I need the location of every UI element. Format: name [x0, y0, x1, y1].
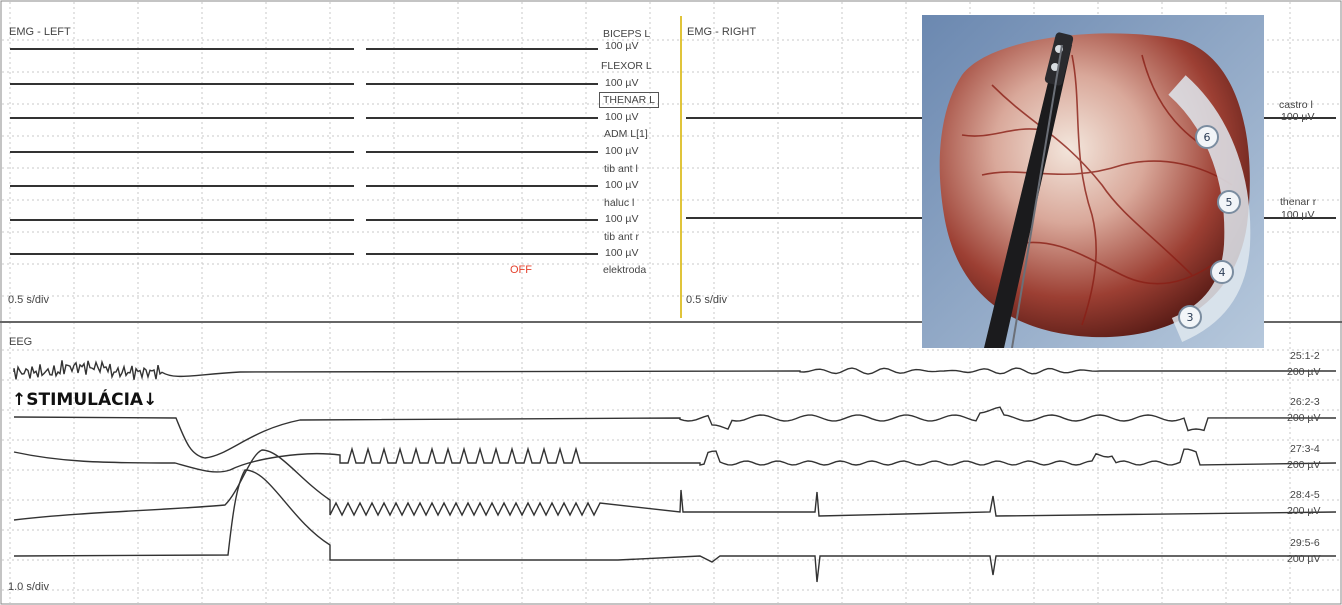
electrode-contact-label-5: 5: [1226, 196, 1233, 209]
emg-left-timebase: 0.5 s/div: [8, 294, 49, 306]
channel-gain-thenar-r: 100 µV: [1281, 209, 1315, 221]
eeg-channel-label-28[interactable]: 28:4-5: [1290, 489, 1320, 501]
electrode-contact-4: [1210, 260, 1234, 284]
stimulation-probe: [984, 32, 1074, 348]
channel-label-tib-ant-l[interactable]: tib ant l: [604, 163, 638, 175]
electrode-strip: 6 5 4 3: [1168, 75, 1251, 342]
electrode-label: elektroda: [603, 264, 647, 276]
electrode-contact-6: [1195, 125, 1219, 149]
eeg-trace-28: [13, 449, 1337, 521]
electrode-contact-label-4: 4: [1219, 266, 1226, 279]
emg-right-timebase: 0.5 s/div: [686, 294, 727, 306]
eeg-channel-gain-29: 200 µV: [1287, 553, 1321, 565]
electrode-contact-5: [1217, 190, 1241, 214]
eeg-channel-gain-27: 200 µV: [1287, 459, 1321, 471]
channel-gain-thenar-l: 100 µV: [605, 111, 639, 123]
blood-vessels: [961, 54, 1233, 326]
electrode-contact-label-6: 6: [1204, 131, 1211, 144]
eeg-channel-label-29[interactable]: 29:5-6: [1290, 537, 1320, 549]
stimulation-label: ↑STIMULÁCIA↓: [12, 390, 158, 410]
channel-gain-tib-ant-r: 100 µV: [605, 247, 639, 259]
electrode-contact-label-3: 3: [1187, 311, 1194, 324]
eeg-channel-gain-26: 200 µV: [1287, 412, 1321, 424]
channel-gain-haluc-l: 100 µV: [605, 213, 639, 225]
emg-right-baselines: [686, 117, 1336, 219]
eeg-channel-label-25[interactable]: 25:1-2: [1290, 350, 1320, 362]
channel-gain-flexor-l: 100 µV: [605, 77, 639, 89]
channel-label-tib-ant-r[interactable]: tib ant r: [604, 231, 640, 243]
emg-right-title: EMG - RIGHT: [687, 26, 757, 38]
electrode-contact-3: [1178, 305, 1202, 329]
eeg-traces: [13, 359, 1337, 583]
channel-gain-adm-l: 100 µV: [605, 145, 639, 157]
channel-label-biceps-l[interactable]: BICEPS L: [603, 28, 651, 40]
channel-label-haluc-l[interactable]: haluc l: [604, 197, 635, 209]
eeg-channel-label-26[interactable]: 26:2-3: [1290, 396, 1320, 408]
eeg-channel-label-27[interactable]: 27:3-4: [1290, 443, 1320, 455]
channel-gain-tib-ant-l: 100 µV: [605, 179, 639, 191]
eeg-channel-gain-28: 200 µV: [1287, 505, 1321, 517]
channel-label-adm-l[interactable]: ADM L[1]: [604, 128, 648, 140]
cortex-photo: 6 5 4 3: [922, 15, 1264, 348]
eeg-channel-gain-25: 200 µV: [1287, 366, 1321, 378]
eeg-title: EEG: [9, 336, 33, 348]
eeg-trace-27: [13, 446, 1337, 473]
stimulator-off-indicator[interactable]: OFF: [510, 264, 532, 276]
emg-left-title: EMG - LEFT: [9, 26, 71, 38]
channel-gain-biceps-l: 100 µV: [605, 40, 639, 52]
channel-label-thenar-r[interactable]: thenar r: [1280, 196, 1317, 208]
channel-gain-castro-l: 100 µV: [1281, 111, 1315, 123]
channel-label-flexor-l[interactable]: FLEXOR L: [601, 60, 652, 72]
channel-label-castro-l[interactable]: castro l: [1279, 99, 1313, 111]
eeg-timebase: 1.0 s/div: [8, 581, 49, 593]
cortex-surface: [939, 33, 1250, 338]
channel-label-thenar-l[interactable]: THENAR L: [599, 92, 659, 108]
eeg-trace-26: [13, 406, 1337, 459]
emg-left-baselines: [10, 48, 598, 255]
eeg-trace-29: [13, 469, 1336, 583]
eeg-trace-25: [13, 359, 1336, 381]
